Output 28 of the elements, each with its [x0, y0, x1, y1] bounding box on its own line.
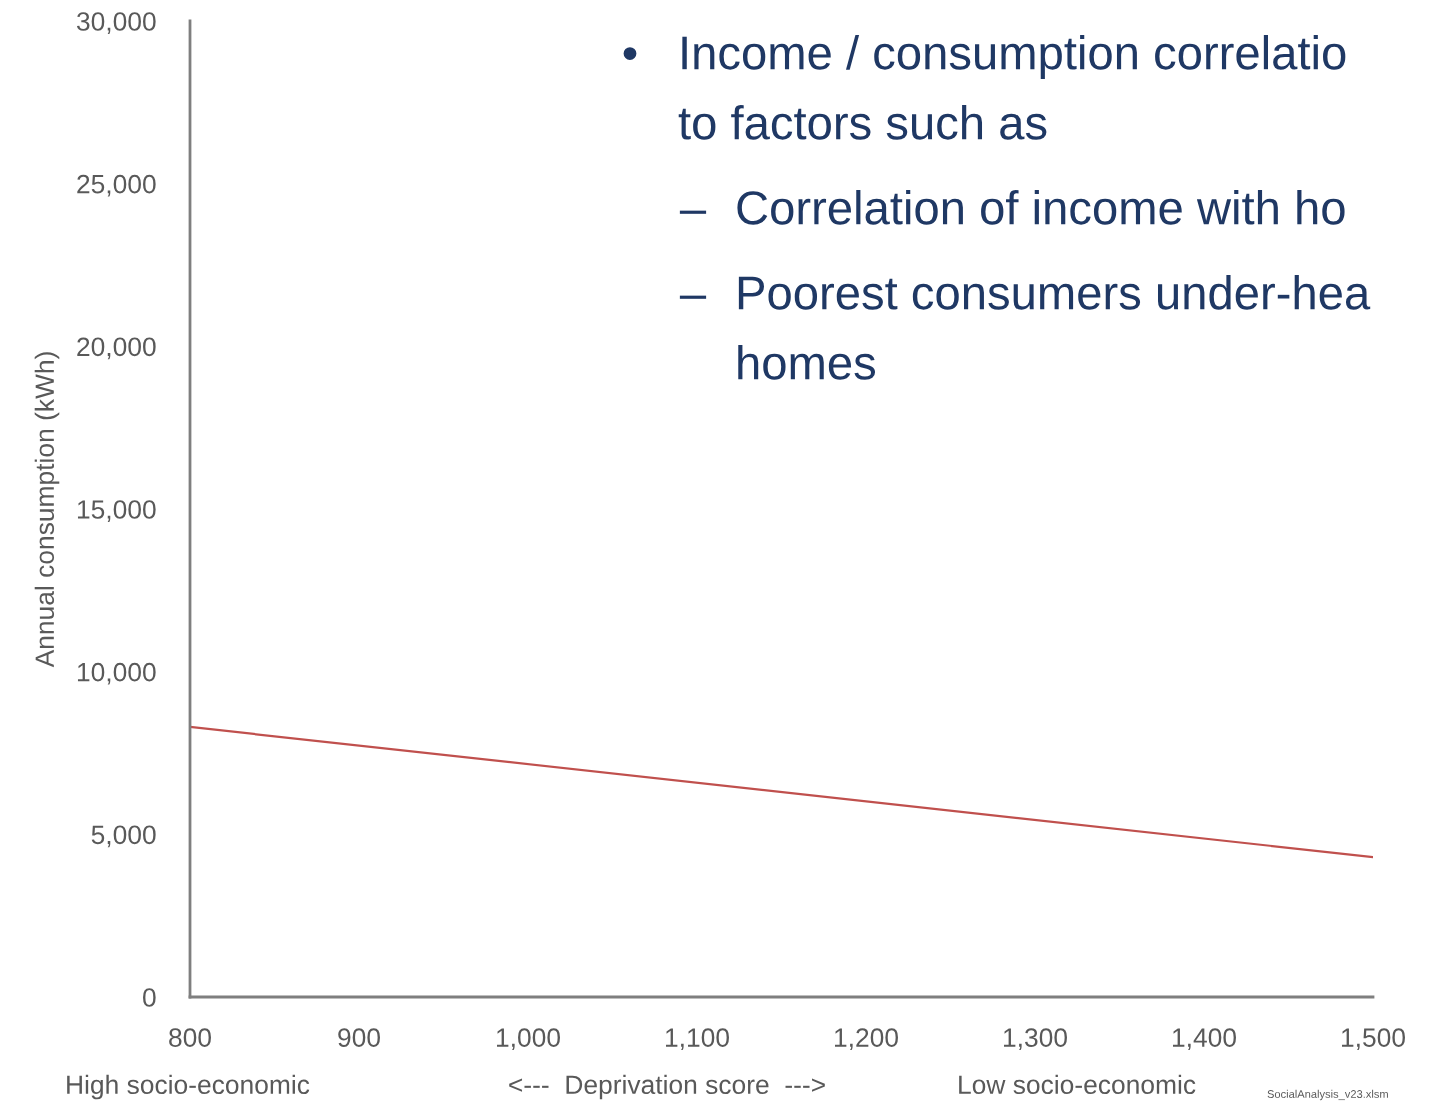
annotation: Poorest consumers under-hea — [738, 274, 1371, 310]
x-tick-label: 1,100 — [666, 1028, 729, 1051]
x-tick-label: 1,500 — [1342, 1028, 1405, 1051]
x-tick-label: 900 — [338, 1028, 380, 1047]
x-tick-label: 800 — [169, 1028, 211, 1047]
y-tick-label: 10,000 — [77, 662, 156, 685]
y-axis-title: Annual consumption (kWh) — [34, 352, 60, 668]
annotation: homes — [738, 344, 876, 380]
text: Low socio-economic — [959, 1074, 1196, 1095]
y-tick-label: 15,000 — [77, 500, 156, 522]
y-tick-label: 0 — [143, 988, 156, 1007]
annotation: Correlation of income with ho — [737, 189, 1345, 225]
annotation: Income / consumption correlatio — [682, 34, 1346, 80]
x-tick-label: 1,300 — [1004, 1028, 1067, 1051]
annotation: to factors such as — [678, 104, 1047, 140]
x-tick-label: 1,200 — [835, 1028, 898, 1051]
y-tick-label: 5,000 — [91, 825, 156, 848]
annotation: • — [623, 47, 637, 60]
annotation: – — [679, 210, 707, 214]
text: SocialAnalysis_v23.xlsm — [1267, 1089, 1388, 1101]
y-tick-label: 20,000 — [77, 337, 156, 360]
annotation: – — [679, 295, 707, 299]
x-tick-label: 1,400 — [1173, 1028, 1236, 1051]
x-axis-title: <--- Deprivation score ---> — [509, 1074, 825, 1100]
x-tick-label: 1,000 — [497, 1028, 560, 1051]
y-tick-label: 25,000 — [77, 174, 156, 197]
text: High socio-economic — [67, 1074, 310, 1100]
y-tick-label: 30,000 — [76, 12, 156, 34]
